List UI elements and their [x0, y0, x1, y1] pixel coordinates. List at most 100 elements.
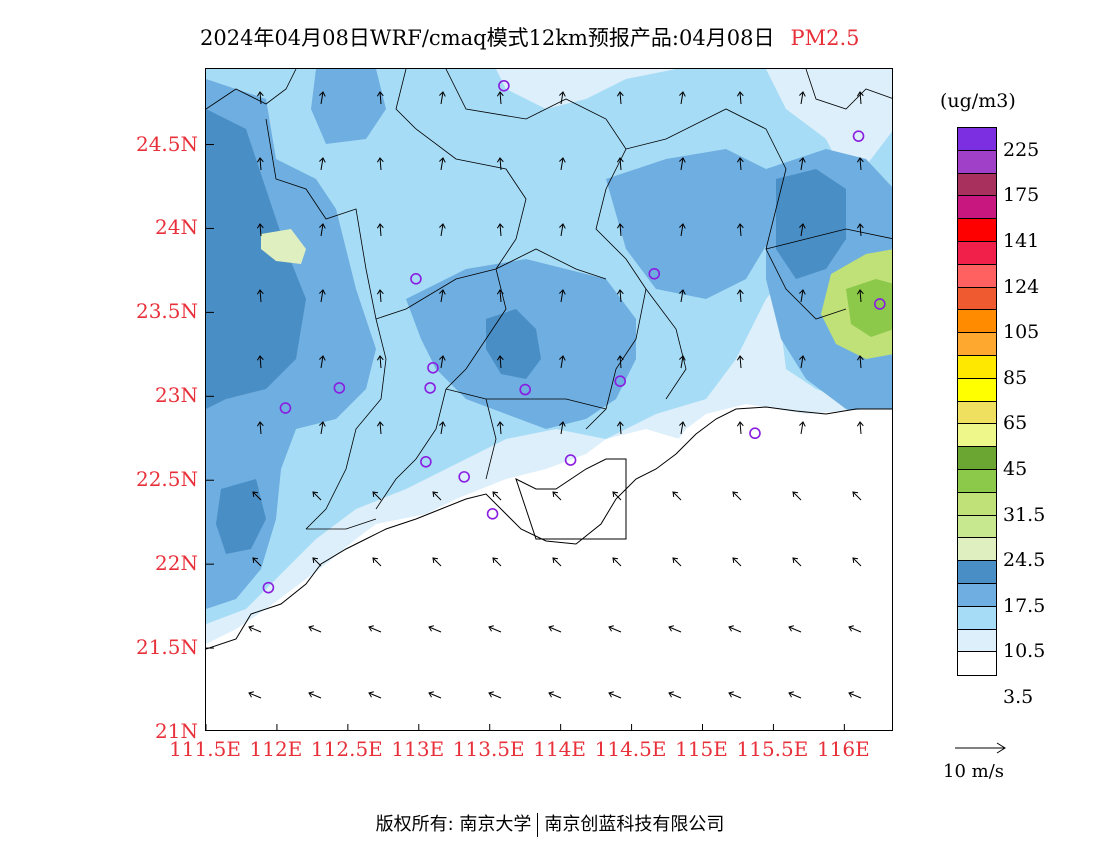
map-canvas [206, 69, 892, 730]
wind-arrow [319, 91, 326, 105]
colorbar-swatch [958, 219, 996, 242]
copyright-footer: 版权所有: 南京大学 南京创蓝科技有限公司 [0, 810, 1100, 837]
colorbar-label: 225 [1003, 138, 1040, 161]
land-peak-sw [216, 479, 266, 554]
wind-arrow [308, 691, 322, 699]
wind-arrow [732, 557, 742, 567]
wind-arrow [256, 223, 264, 237]
wind-arrow [856, 157, 864, 171]
wind-arrow [319, 223, 326, 237]
wind-arrow [372, 557, 382, 567]
colorbar [957, 127, 997, 677]
wind-arrow [736, 421, 744, 435]
wind-arrow [559, 157, 566, 171]
wind-arrow [788, 691, 802, 699]
x-tick-label: 115.5E [736, 737, 809, 761]
wind-arrow [439, 157, 446, 171]
wind-arrow [792, 557, 802, 567]
wind-arrow [496, 223, 504, 237]
colorbar-label: 105 [1003, 321, 1040, 344]
wind-arrow [679, 223, 686, 237]
wind-arrow [559, 223, 566, 237]
wind-arrow [368, 691, 382, 699]
wind-arrow [312, 491, 322, 501]
x-tick-label: 112E [249, 737, 303, 761]
y-tick-label: 22.5N [135, 467, 198, 492]
colorbar-label: 175 [1003, 184, 1040, 207]
colorbar-label: 24.5 [1003, 549, 1046, 572]
wind-arrow [252, 557, 262, 567]
wind-arrow [376, 355, 384, 369]
colorbar-swatch [958, 469, 996, 493]
land-lightgreen-spot [261, 229, 306, 264]
wind-arrow [856, 421, 864, 435]
title-main: 2024年04月08日WRF/cmaq模式12km预报产品:04月08日 [200, 26, 775, 50]
wind-arrow [368, 625, 382, 633]
colorbar-swatch [958, 629, 996, 653]
wind-arrow [439, 421, 446, 435]
wind-arrow [799, 223, 806, 237]
colorbar-swatch [958, 492, 996, 516]
wind-arrow [492, 491, 502, 501]
wind-arrow [848, 625, 862, 633]
wind-arrow [679, 91, 686, 105]
wind-arrow [312, 557, 322, 567]
colorbar-unit: (ug/m3) [940, 90, 1016, 112]
x-tick-label: 112.5E [310, 737, 383, 761]
colorbar-swatch [958, 515, 996, 539]
colorbar-swatch [958, 150, 996, 174]
colorbar-swatch [958, 378, 996, 402]
wind-arrow [856, 91, 864, 105]
wind-arrow [848, 691, 862, 699]
wind-arrow [728, 625, 742, 633]
wind-arrow [856, 355, 864, 369]
station-marker [852, 130, 865, 142]
wind-arrow [559, 421, 566, 435]
x-tick-label: 114E [533, 737, 587, 761]
wind-arrow [548, 625, 562, 633]
wind-arrow [736, 157, 744, 171]
wind-arrow [672, 491, 682, 501]
wind-arrow [256, 91, 264, 105]
colorbar-label: 65 [1003, 412, 1028, 435]
wind-arrow [608, 691, 622, 699]
wind-arrow [852, 491, 862, 501]
wind-arrow [376, 157, 384, 171]
wind-arrow [552, 557, 562, 567]
colorbar-label: 124 [1003, 275, 1040, 298]
wind-arrow [799, 421, 806, 435]
station-marker [458, 471, 470, 483]
station-marker [420, 455, 432, 468]
colorbar-swatch [958, 538, 996, 562]
y-tick-label: 22N [155, 551, 198, 576]
wind-arrow [608, 625, 622, 633]
wind-arrow [439, 355, 446, 369]
land-peak-west [206, 109, 306, 409]
wind-arrow [252, 491, 262, 501]
station-marker [427, 361, 439, 374]
wind-reference-label: 10 m/s [943, 761, 1004, 782]
wind-arrow [616, 421, 624, 435]
map-title: 2024年04月08日WRF/cmaq模式12km预报产品:04月08日 PM2.… [200, 22, 859, 52]
wind-arrow [492, 557, 502, 567]
wind-arrow [799, 289, 806, 303]
wind-arrow [679, 355, 686, 369]
colorbar-swatch [958, 241, 996, 265]
colorbar-swatch [958, 128, 996, 151]
wind-arrow [319, 421, 326, 435]
wind-arrow [792, 491, 802, 501]
x-tick-label: 115E [675, 737, 728, 761]
wind-arrow [488, 625, 502, 633]
wind-arrow [308, 625, 322, 633]
station-marker [410, 273, 422, 285]
land-high-north [311, 69, 386, 144]
station-marker [486, 507, 499, 520]
wind-arrow [432, 557, 442, 567]
station-marker [424, 382, 436, 394]
wind-arrow [732, 491, 742, 501]
wind-arrow [256, 355, 264, 369]
wind-arrow [736, 91, 744, 105]
wind-arrow [668, 625, 682, 633]
station-marker [564, 454, 577, 466]
wind-arrow [496, 289, 504, 303]
